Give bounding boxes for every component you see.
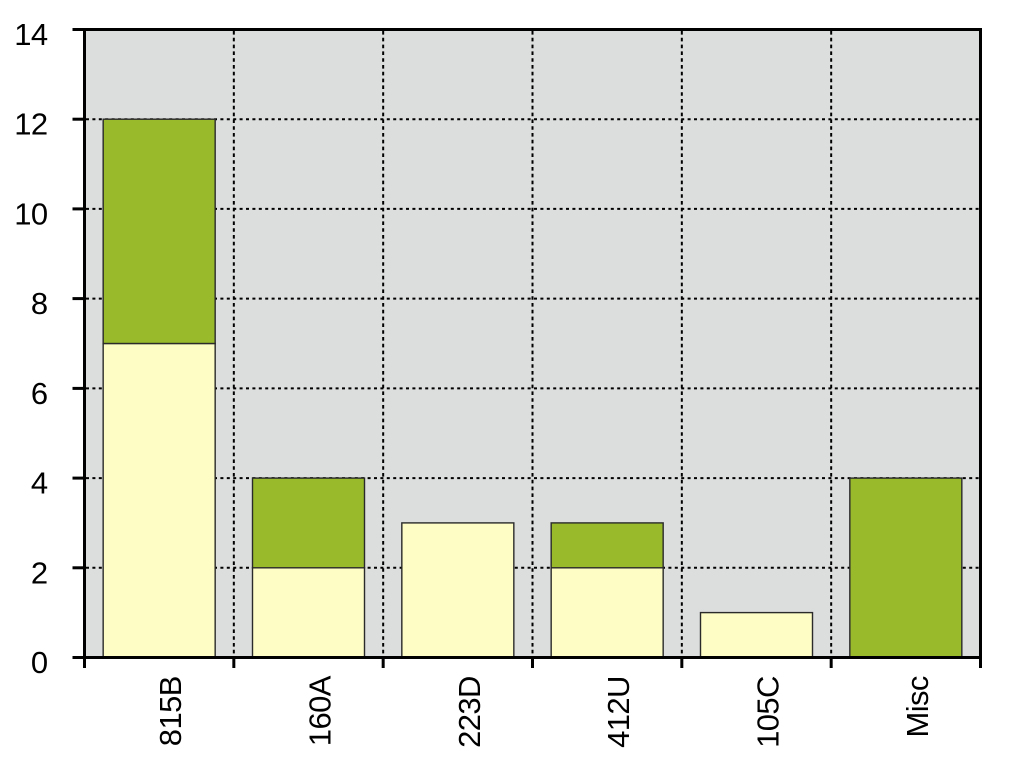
svg-text:105C: 105C [751,676,786,748]
svg-text:12: 12 [14,107,47,142]
svg-text:Misc: Misc [900,676,935,737]
svg-text:223D: 223D [452,676,487,748]
svg-text:2: 2 [31,555,48,590]
svg-text:160A: 160A [303,675,338,746]
svg-text:815B: 815B [153,676,188,746]
svg-text:6: 6 [31,376,48,411]
svg-text:0: 0 [31,645,48,680]
svg-text:412U: 412U [601,676,636,748]
svg-text:4: 4 [31,466,48,501]
svg-text:10: 10 [14,196,48,231]
svg-text:8: 8 [31,286,48,321]
svg-text:14: 14 [14,17,48,52]
